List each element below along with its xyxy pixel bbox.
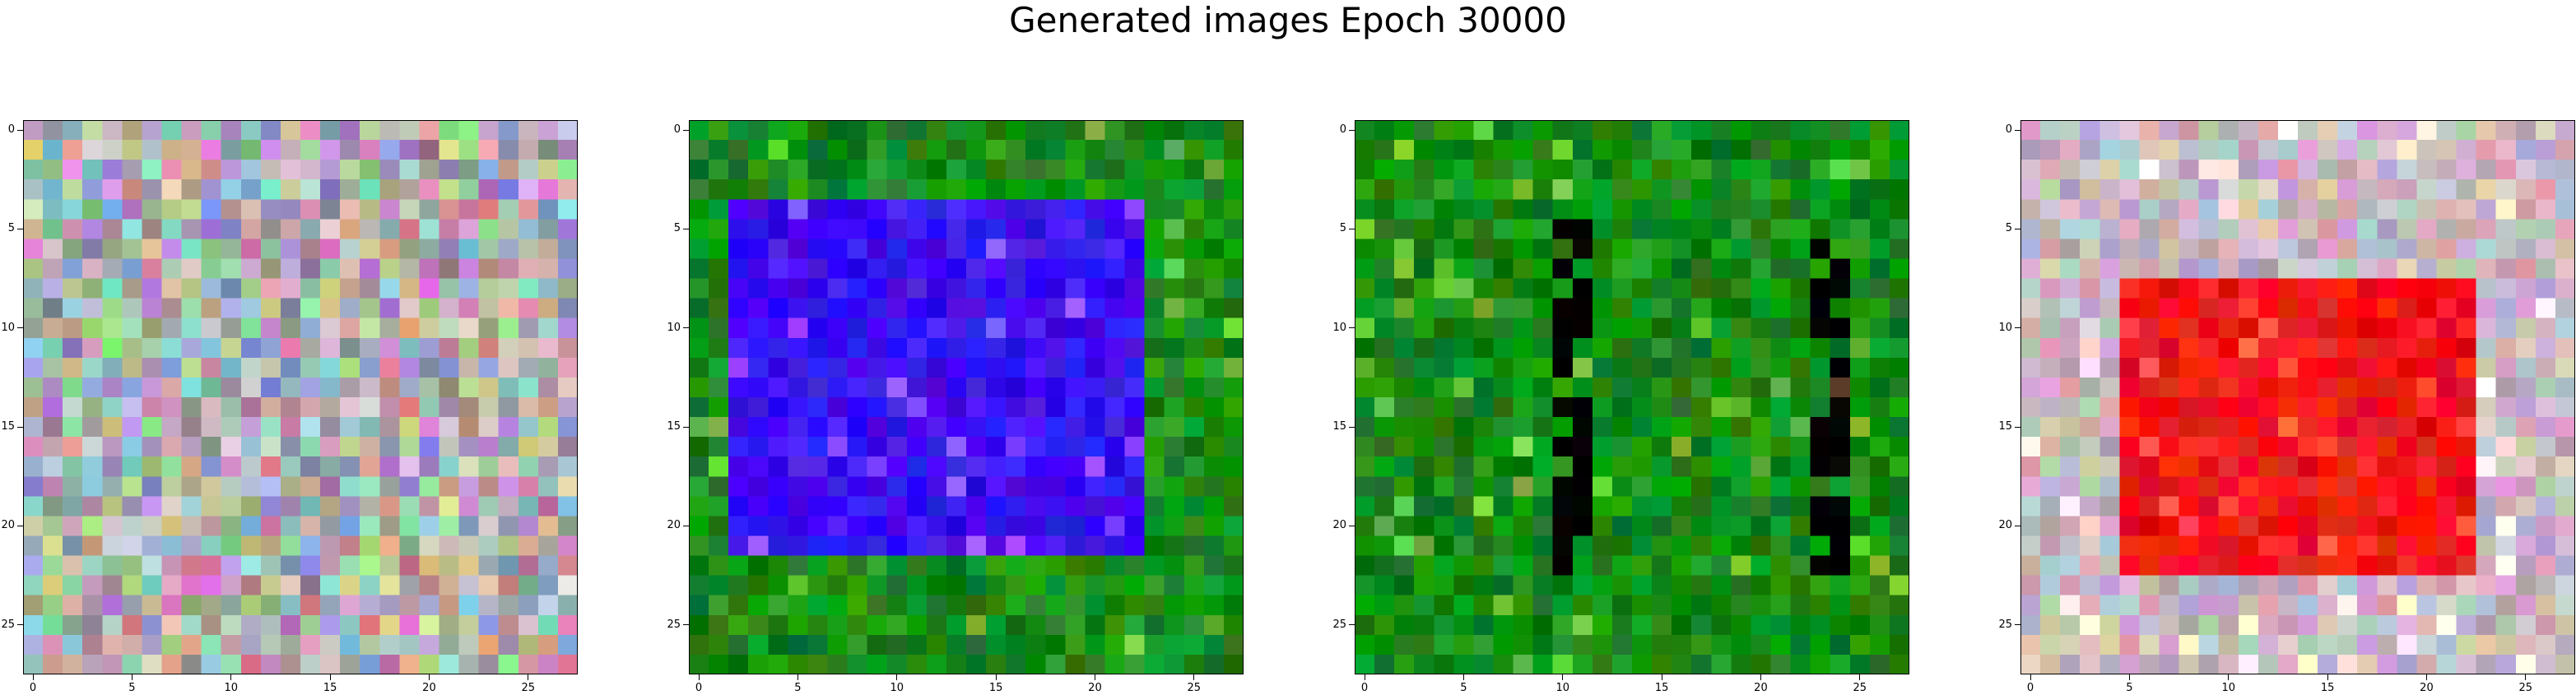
y-tick-mark (17, 624, 23, 626)
x-tick-label: 25 (521, 682, 536, 694)
x-tick-label: 5 (794, 682, 802, 694)
y-tick-mark (1349, 426, 1355, 428)
y-tick-label: 10 (1332, 321, 1346, 334)
y-tick-mark (683, 624, 689, 626)
y-tick-mark (2015, 327, 2020, 329)
x-tick-label: 10 (890, 682, 904, 694)
y-tick-mark (17, 327, 23, 329)
y-tick-label: 5 (7, 222, 15, 235)
x-tick-mark (1562, 674, 1564, 680)
x-tick-mark (2030, 674, 2031, 680)
x-tick-mark (2525, 674, 2527, 680)
x-tick-label: 0 (1360, 682, 1369, 694)
figure-title: Generated images Epoch 30000 (1009, 0, 1567, 40)
x-tick-mark (32, 674, 34, 680)
subplot-2: 0 5 10 15 20 25 0 5 10 15 20 25 (667, 120, 1244, 693)
x-tick-mark (1760, 674, 1761, 680)
x-tick-label: 20 (1088, 682, 1102, 694)
subplot-4: 0 5 10 15 20 25 0 5 10 15 20 25 (1998, 120, 2575, 693)
x-tick-label: 5 (128, 682, 136, 694)
x-tick-mark (230, 674, 232, 680)
x-tick-label: 15 (988, 682, 1003, 694)
subplot-1: 0 5 10 15 20 25 0 5 10 15 20 25 (1, 120, 578, 693)
x-tick-label: 25 (1187, 682, 1202, 694)
y-tick-label: 10 (1998, 321, 2012, 334)
y-tick-label: 5 (1339, 222, 1346, 235)
y-tick-label: 20 (1, 519, 15, 532)
x-tick-mark (2128, 674, 2130, 680)
generated-image-2 (689, 120, 1244, 674)
generated-image-1 (23, 120, 578, 674)
y-tick-label: 5 (673, 222, 681, 235)
y-tick-label: 20 (667, 519, 681, 532)
y-tick-label: 0 (673, 123, 681, 137)
y-tick-label: 5 (2005, 222, 2012, 235)
y-tick-label: 10 (667, 321, 681, 334)
x-tick-mark (1462, 674, 1464, 680)
x-tick-label: 10 (1555, 682, 1570, 694)
y-tick-label: 25 (1998, 618, 2012, 631)
x-tick-mark (995, 674, 997, 680)
x-tick-label: 0 (29, 682, 37, 694)
x-tick-mark (2228, 674, 2230, 680)
generated-image-3 (1355, 120, 1909, 674)
y-tick-label: 15 (667, 420, 681, 433)
y-tick-label: 10 (1, 321, 15, 334)
x-tick-mark (797, 674, 798, 680)
x-tick-label: 0 (695, 682, 703, 694)
x-tick-label: 25 (1853, 682, 1867, 694)
y-tick-label: 20 (1998, 519, 2012, 532)
x-tick-mark (1859, 674, 1861, 680)
x-tick-mark (896, 674, 898, 680)
y-tick-mark (17, 129, 23, 131)
x-tick-label: 20 (422, 682, 436, 694)
y-tick-label: 0 (1339, 123, 1346, 137)
generated-image-4 (2020, 120, 2575, 674)
y-tick-label: 20 (1332, 519, 1346, 532)
y-tick-mark (683, 129, 689, 131)
y-tick-label: 15 (1332, 420, 1346, 433)
y-tick-mark (683, 327, 689, 329)
x-tick-label: 5 (1460, 682, 1467, 694)
y-tick-label: 25 (1332, 618, 1346, 631)
y-tick-label: 0 (2005, 123, 2012, 137)
x-tick-label: 15 (2320, 682, 2335, 694)
x-tick-label: 20 (1754, 682, 1768, 694)
x-tick-label: 0 (2026, 682, 2034, 694)
y-tick-mark (1349, 624, 1355, 626)
y-tick-label: 15 (1, 420, 15, 433)
x-tick-mark (2327, 674, 2328, 680)
y-tick-mark (683, 426, 689, 428)
x-tick-label: 25 (2518, 682, 2533, 694)
x-tick-label: 5 (2126, 682, 2133, 694)
x-tick-label: 10 (224, 682, 239, 694)
y-tick-mark (2015, 426, 2020, 428)
x-tick-mark (329, 674, 331, 680)
y-tick-label: 0 (7, 123, 15, 137)
x-tick-mark (428, 674, 430, 680)
y-tick-mark (1349, 327, 1355, 329)
x-tick-mark (1193, 674, 1195, 680)
y-tick-label: 25 (667, 618, 681, 631)
y-tick-mark (17, 426, 23, 428)
x-tick-mark (131, 674, 133, 680)
x-tick-mark (2425, 674, 2427, 680)
y-tick-mark (2015, 624, 2020, 626)
x-tick-label: 20 (2420, 682, 2434, 694)
x-tick-label: 10 (2221, 682, 2236, 694)
x-tick-label: 15 (1654, 682, 1669, 694)
y-tick-mark (1349, 129, 1355, 131)
y-tick-label: 15 (1998, 420, 2012, 433)
y-tick-label: 25 (1, 618, 15, 631)
subplot-3: 0 5 10 15 20 25 0 5 10 15 20 25 (1332, 120, 1909, 693)
x-tick-label: 15 (323, 682, 337, 694)
x-tick-mark (698, 674, 700, 680)
y-tick-mark (2015, 129, 2020, 131)
